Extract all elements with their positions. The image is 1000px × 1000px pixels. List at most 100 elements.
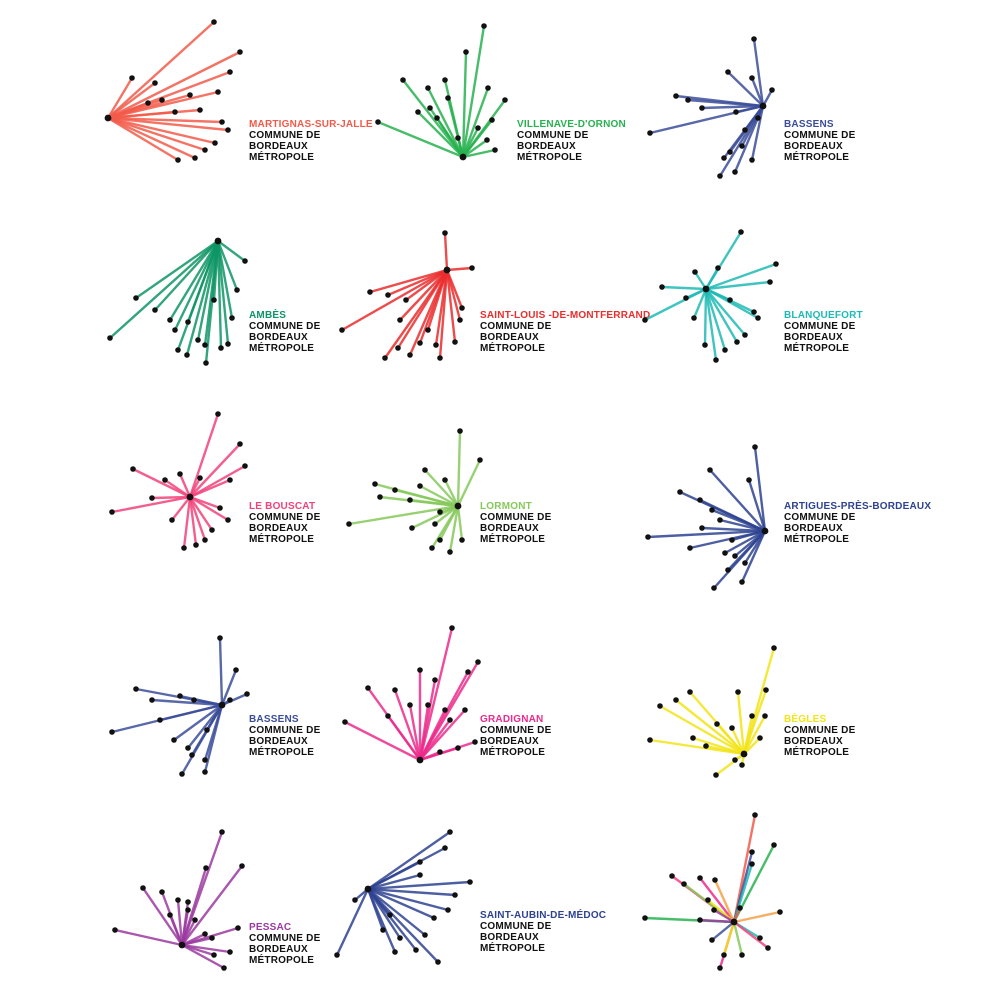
connection-line	[176, 898, 184, 947]
destination-dot	[697, 875, 703, 881]
connection-line	[106, 116, 230, 132]
connection-line	[443, 478, 460, 508]
connection-line	[426, 86, 465, 159]
commune-subtitle-line: MÉTROPOLE	[784, 150, 849, 163]
destination-dot	[437, 537, 443, 543]
destination-dot	[687, 689, 693, 695]
destination-dot	[481, 23, 487, 29]
destination-dot	[773, 261, 779, 267]
connection-line	[180, 864, 244, 947]
connection-line	[340, 268, 449, 332]
destination-dot	[657, 703, 663, 709]
destination-dot	[691, 315, 697, 321]
connection-line	[106, 20, 216, 120]
destination-dot	[749, 861, 755, 867]
connection-line	[660, 285, 708, 291]
connection-line	[715, 722, 746, 756]
destination-dot	[413, 947, 419, 953]
hub-dot	[759, 102, 767, 110]
destination-dot	[449, 625, 455, 631]
connection-line	[722, 920, 736, 957]
destination-dot	[732, 169, 738, 175]
destination-dot	[431, 915, 437, 921]
destination-dot	[725, 567, 731, 573]
connection-line	[461, 126, 480, 159]
commune-name: MARTIGNAS-SUR-JALLE	[249, 119, 373, 130]
destination-dot	[417, 483, 423, 489]
connection-line	[188, 495, 214, 532]
connection-line	[170, 495, 192, 522]
destination-dot	[484, 137, 490, 143]
commune-name: BLANQUEFORT	[784, 310, 863, 321]
destination-dot	[459, 537, 465, 543]
connection-line	[750, 104, 765, 162]
connection-line	[700, 526, 767, 533]
connection-line	[335, 887, 370, 957]
destination-dot	[372, 481, 378, 487]
destination-dot	[742, 127, 748, 133]
destination-dot	[169, 517, 175, 523]
commune-subtitle-line: BORDEAUX	[480, 932, 539, 943]
destination-dot	[397, 935, 403, 941]
destination-dot	[502, 97, 508, 103]
destination-dot	[442, 845, 448, 851]
connection-line	[704, 287, 747, 337]
hub-dot	[740, 750, 748, 758]
destination-dot	[717, 517, 723, 523]
connection-line	[366, 887, 457, 897]
destination-dot	[107, 335, 113, 341]
destination-dot	[715, 265, 721, 271]
destination-dot	[175, 157, 181, 163]
destination-dot	[225, 341, 231, 347]
destination-dot	[452, 339, 458, 345]
connection-line	[710, 920, 736, 942]
connection-line	[106, 116, 207, 152]
destination-dot	[475, 125, 481, 131]
destination-dot	[647, 130, 653, 136]
destination-dot	[227, 949, 233, 955]
destination-dot	[225, 517, 231, 523]
commune-name: BASSENS	[784, 119, 834, 130]
destination-dot	[244, 691, 250, 697]
destination-dot	[435, 959, 441, 965]
destination-dot	[738, 229, 744, 235]
destination-dot	[713, 772, 719, 778]
destination-dot	[645, 534, 651, 540]
connection-line	[418, 708, 447, 762]
destination-dot	[185, 907, 191, 913]
connection-line	[445, 268, 464, 310]
connection-line	[692, 287, 708, 320]
commune-name: PESSAC	[249, 922, 291, 933]
connection-line	[366, 887, 397, 954]
connection-line	[423, 468, 460, 508]
destination-dot	[447, 717, 453, 723]
connection-line	[753, 445, 767, 533]
destination-dot	[227, 477, 233, 483]
connection-line	[180, 943, 226, 970]
destination-dot	[739, 762, 745, 768]
destination-dot	[722, 550, 728, 556]
connection-line	[445, 268, 457, 344]
connection-line	[742, 736, 762, 756]
destination-dot	[211, 952, 217, 958]
commune-subtitle-line: MÉTROPOLE	[784, 532, 849, 545]
destination-dot	[767, 279, 773, 285]
destination-dot	[234, 287, 240, 293]
commune-subtitle-line: COMMUNE DE	[480, 512, 552, 523]
connection-line	[700, 104, 765, 110]
destination-dot	[642, 317, 648, 323]
connection-line	[113, 928, 184, 947]
destination-dot	[242, 463, 248, 469]
destination-dot	[152, 80, 158, 86]
commune-subtitle-line: MÉTROPOLE	[249, 953, 314, 966]
destination-dot	[463, 49, 469, 55]
commune-name: LORMONT	[480, 501, 532, 512]
destination-dot	[202, 931, 208, 937]
connection-line	[106, 93, 192, 120]
destination-dot	[659, 284, 665, 290]
